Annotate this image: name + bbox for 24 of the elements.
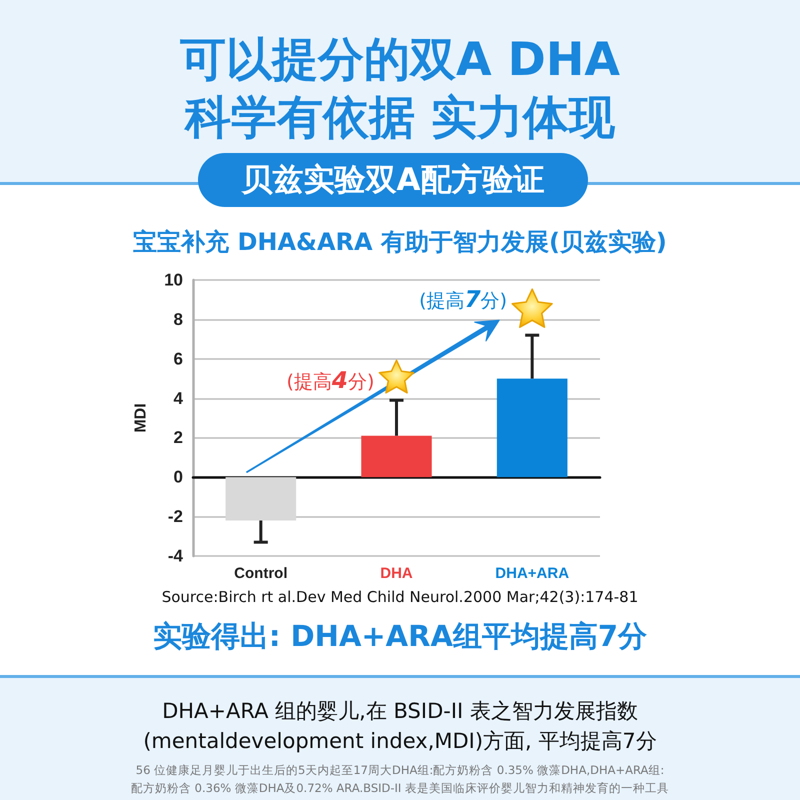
y-tick-label: 2 [174,428,183,448]
annotation: (提高7分) [419,286,508,313]
y-tick-label: 0 [174,468,183,487]
text: 宝宝补充 DHA&ARA 有助于智力发展(贝兹实验) [132,227,668,258]
y-tick-label: 8 [174,310,183,329]
y-tick-label: -2 [168,507,183,526]
chart-title: 可以提分的双A DHA 科学有依据 实力体现 [179,31,621,146]
bar [361,436,432,478]
text: 实验得出: DHA+ARA组平均提高7分 [152,618,648,655]
bar [496,378,568,478]
y-tick-label: 4 [174,388,184,408]
text: 56 位健康足月婴儿于出生后的5天内起至17周大DHA组:配方奶粉含 0.35% 微藻DHA,DHA+ARA组: 配方奶粉含 0.36% 微藻DHA及0.72% ARA.BSID-II 表是美国临床评价婴儿智力和精神发育的一种工具 [130,762,670,797]
bar [226,477,296,521]
y-axis-title: MDI [132,403,150,433]
x-tick-label: DHA+ARA [495,565,570,582]
y-tick-label: 6 [174,349,183,368]
text: DHA+ARA 组的婴儿,在 BSID-II 表之智力发展指数 (mentaldevelopment index,MDI)方面, 平均提高7分 [142,698,658,755]
y-tick-label: 10 [164,270,183,290]
source-note: Source:Birch rt al.Dev Med Child Neurol.2000 Mar;42(3):174-81 [160,587,640,607]
annotation: (提高4分) [286,368,374,394]
x-tick-label: Control [234,565,288,582]
chart-subtitle: 贝兹实验双A配方验证 [198,153,588,207]
x-tick-label: DHA [380,565,413,582]
y-tick-label: -4 [168,546,184,566]
